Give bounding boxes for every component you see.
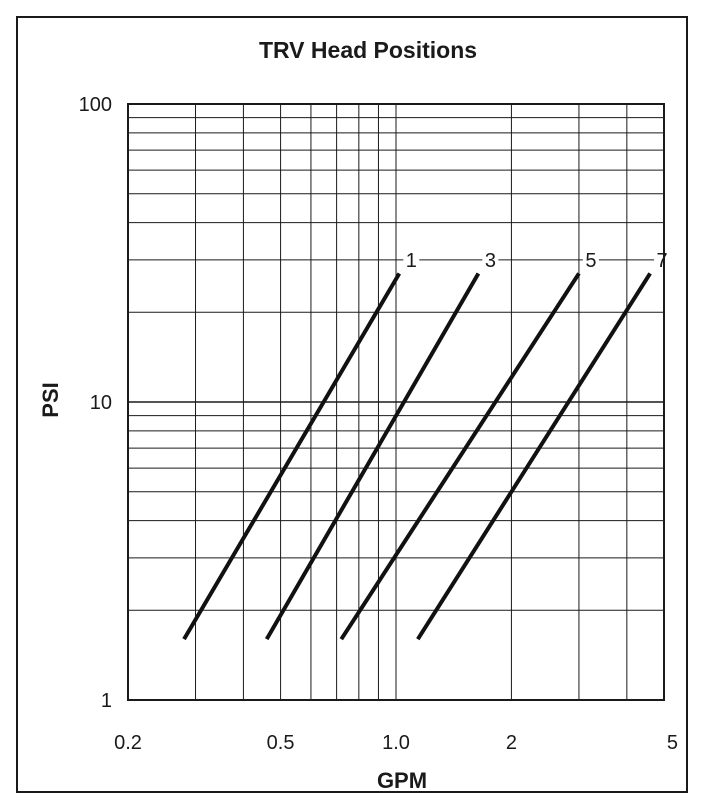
plot-area-border [127, 103, 665, 701]
grid-lines [128, 104, 664, 700]
x-axis-title: GPM [377, 768, 427, 793]
curve-line-1 [182, 272, 402, 641]
x-tick-label: 1.0 [382, 732, 410, 754]
curve-line-3 [264, 272, 481, 641]
y-tick-label: 1 [101, 690, 112, 712]
curve-label-7: 7 [657, 250, 668, 272]
x-tick-label: 5 [667, 732, 678, 754]
x-tick-label: 2 [506, 732, 517, 754]
tick-labels: 0.2 0.5 1.0 2 5 1 10 100 [79, 94, 678, 754]
curve-label-bg [582, 247, 599, 270]
chart-frame [16, 16, 688, 793]
x-tick-label: 0.5 [267, 732, 295, 754]
chart-title: TRV Head Positions [259, 37, 477, 63]
y-axis-title: PSI [38, 382, 63, 417]
curve-label-bg [403, 247, 420, 270]
curve-label-bg [654, 247, 671, 270]
curve-label-3: 3 [485, 250, 496, 272]
curve-line-7 [416, 272, 652, 641]
x-tick-label: 0.2 [114, 732, 142, 754]
curve-label-5: 5 [585, 250, 596, 272]
curve-label-bg [482, 247, 499, 270]
curve-label-1: 1 [406, 250, 417, 272]
y-tick-label: 10 [90, 392, 112, 414]
curve-line-5 [339, 272, 581, 641]
curves: 1 3 5 7 [182, 247, 671, 641]
y-tick-label: 100 [79, 94, 112, 116]
